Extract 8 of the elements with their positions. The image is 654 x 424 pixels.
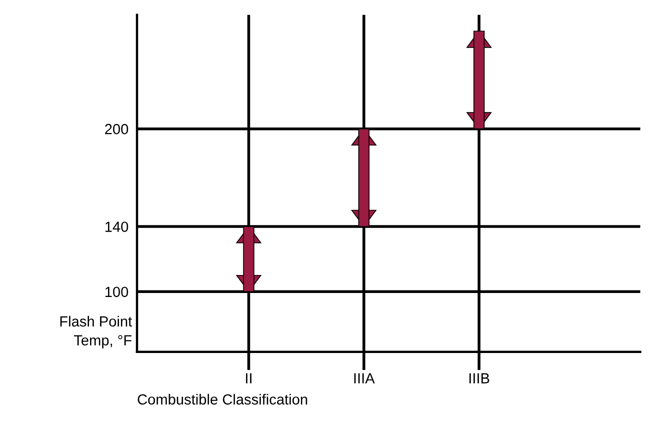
x-axis-title: Combustible Classification [138, 394, 308, 405]
y-tick-label: 100 [105, 286, 128, 298]
x-tick-label: IIIA [354, 373, 375, 384]
y-tick-label: 200 [105, 124, 128, 134]
x-tick-label: II [246, 373, 252, 384]
x-tick-label: IIIB [469, 373, 490, 384]
y-axis-title: Flash Point Temp, °F [60, 316, 132, 348]
y-tick-label: 140 [105, 222, 128, 232]
